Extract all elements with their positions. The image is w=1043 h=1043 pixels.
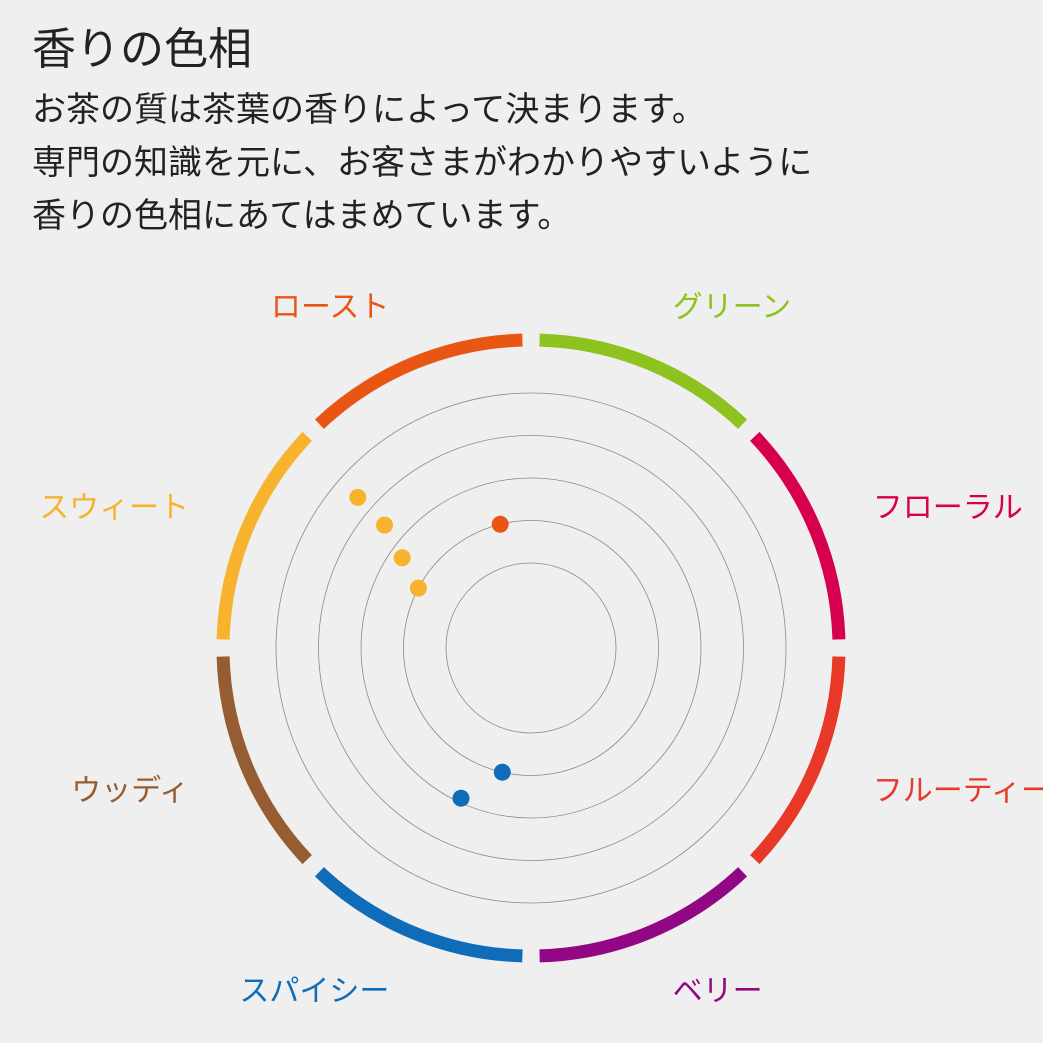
category-arc	[314, 333, 523, 429]
category-arc	[216, 431, 312, 640]
category-arc	[314, 867, 523, 963]
category-arc	[750, 431, 846, 640]
category-arc	[216, 656, 312, 865]
data-point	[376, 516, 393, 534]
description-line: 香りの色相にあてはまめています。	[32, 196, 572, 236]
category-arc	[539, 867, 748, 963]
data-point	[409, 579, 427, 597]
data-points	[349, 488, 511, 807]
category-arc	[750, 656, 846, 865]
category-label: スウィート	[39, 490, 189, 525]
description: お茶の質は茶葉の香りによって決まります。 専門の知識を元に、お客さまがわかりやす…	[32, 84, 812, 243]
description-line: 専門の知識を元に、お客さまがわかりやすいように	[32, 143, 813, 183]
chart-ring	[403, 520, 659, 776]
category-label: ロースト	[271, 290, 390, 325]
category-arcs	[216, 333, 846, 963]
data-point	[493, 763, 511, 781]
chart-ring	[318, 435, 744, 861]
data-point	[393, 549, 411, 567]
chart-ring	[445, 562, 617, 734]
category-label: ウッディ	[71, 774, 189, 809]
chart-ring	[360, 477, 702, 819]
category-arc	[539, 333, 748, 429]
category-label: フルーティー	[873, 774, 1043, 809]
description-line: お茶の質は茶葉の香りによって決まります。	[32, 90, 706, 130]
data-point	[452, 789, 470, 807]
category-label: フローラル	[873, 490, 1023, 525]
chart-ring	[275, 392, 787, 904]
data-point	[491, 515, 509, 533]
category-label: スパイシー	[239, 974, 389, 1009]
category-label: ベリー	[673, 974, 763, 1009]
data-point	[349, 488, 367, 506]
chart-rings	[275, 392, 787, 904]
page-title: 香りの色相	[32, 24, 252, 75]
category-label: グリーン	[673, 290, 792, 325]
